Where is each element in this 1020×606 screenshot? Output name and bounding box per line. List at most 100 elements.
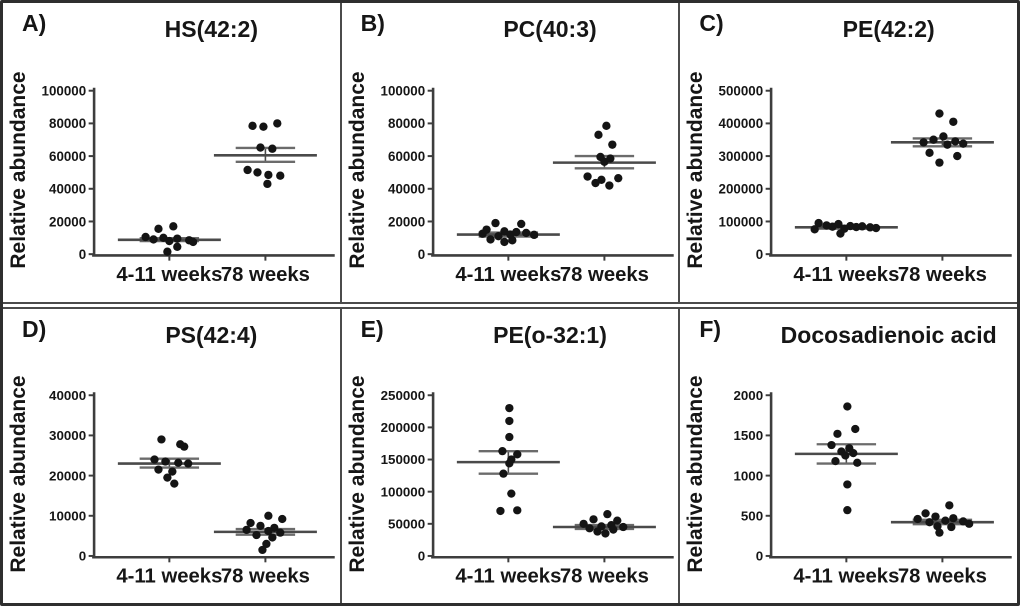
data-point (853, 458, 862, 467)
data-point (949, 514, 958, 523)
y-tick-label: 0 (79, 247, 86, 262)
data-point (604, 181, 614, 190)
data-point (925, 518, 935, 527)
data-point (506, 489, 516, 498)
data-point (851, 424, 860, 434)
y-tick-label: 100000 (380, 484, 425, 499)
y-tick-label: 0 (756, 549, 763, 564)
data-point (585, 524, 594, 533)
data-point (949, 117, 958, 126)
data-point (925, 148, 935, 158)
data-point (490, 218, 500, 228)
data-point (602, 510, 612, 519)
figure-row-bottom: D) PS(42:4) Relative abundance 0 10000 200… (3, 307, 1017, 603)
x-category-label: 78 weeks (898, 566, 987, 588)
x-category-label: 4-11 weeks (116, 566, 222, 588)
y-tick-label: 150000 (380, 452, 425, 467)
data-point (165, 236, 174, 246)
data-point (843, 480, 852, 489)
data-point (268, 144, 277, 153)
panel-title: PE(o-32:1) (493, 322, 607, 348)
data-point (583, 172, 592, 181)
data-point (810, 225, 820, 234)
x-category-label: 4-11 weeks (455, 264, 561, 286)
y-tick-label: 30000 (49, 428, 86, 443)
y-tick-label: 2000 (734, 388, 764, 403)
data-point (512, 450, 522, 459)
data-point (248, 121, 257, 131)
data-point (608, 525, 618, 534)
data-point (921, 509, 931, 518)
y-tick-label: 20000 (49, 214, 86, 229)
data-point (264, 170, 273, 180)
data-point (154, 224, 163, 234)
data-point (180, 442, 189, 451)
data-point (600, 529, 610, 538)
data-point (836, 229, 845, 238)
data-point (493, 231, 503, 241)
panel-letter: E) (360, 316, 384, 342)
scatter-plot: 0 20000 40000 60000 80000 100000 4-11 weeks78 … (42, 83, 335, 286)
data-point (613, 173, 623, 183)
y-tick-label: 80000 (49, 116, 86, 131)
data-point (273, 119, 282, 128)
y-tick-label: 100000 (380, 83, 425, 98)
y-tick-label: 0 (79, 549, 86, 564)
y-tick-label: 1500 (734, 428, 764, 443)
data-point (256, 143, 265, 152)
panel-d: D) PS(42:4) Relative abundance 0 10000 200… (3, 309, 342, 603)
data-point (499, 237, 509, 247)
data-point (163, 247, 172, 256)
x-category-label: 78 weeks (221, 264, 310, 286)
data-point (591, 178, 600, 188)
y-tick-label: 10000 (49, 509, 86, 524)
data-point (612, 516, 622, 525)
data-point (933, 522, 942, 531)
data-point (264, 511, 273, 520)
y-tick-label: 0 (756, 247, 763, 262)
data-point (168, 467, 177, 476)
data-point (592, 527, 602, 536)
y-tick-label: 100000 (42, 83, 87, 98)
data-point (607, 140, 617, 149)
panel-title: PC(40:3) (503, 16, 597, 42)
data-point (188, 237, 198, 247)
data-point (828, 222, 837, 231)
data-point (831, 457, 840, 466)
y-tick-label: 400000 (719, 116, 764, 131)
y-tick-label: 40000 (49, 182, 86, 197)
data-point (259, 122, 268, 131)
data-point (170, 479, 179, 488)
figure-row-top: A) HS(42:2) Relative abundance 0 20000 400… (3, 3, 1017, 304)
data-point (243, 165, 252, 175)
data-point (843, 402, 852, 411)
y-tick-label: 200000 (719, 182, 764, 197)
data-point (913, 514, 923, 524)
data-point (852, 222, 861, 232)
y-tick-label: 20000 (49, 468, 86, 483)
scatter-plot: 0 20000 40000 60000 80000 100000 4-11 weeks78 … (380, 83, 674, 286)
panel-e: E) PE(o-32:1) Relative abundance 0 50000 1… (341, 309, 681, 603)
data-point (943, 140, 952, 149)
data-point (263, 179, 272, 189)
panel-letter: C) (699, 10, 724, 36)
data-point (276, 528, 285, 537)
panel-letter: B) (360, 10, 385, 36)
data-point (141, 232, 150, 242)
data-point (504, 416, 514, 426)
data-point (599, 157, 609, 166)
y-tick-label: 500000 (719, 83, 764, 98)
data-point (173, 242, 182, 251)
data-point (965, 519, 974, 528)
y-tick-label: 20000 (388, 214, 425, 229)
data-point (478, 229, 487, 238)
y-tick-label: 1000 (734, 468, 764, 483)
data-point (497, 447, 507, 456)
x-category-label: 78 weeks (560, 264, 649, 286)
data-point (919, 138, 929, 147)
data-point (150, 455, 159, 464)
data-point (529, 230, 538, 240)
x-category-label: 4-11 weeks (794, 264, 900, 286)
data-point (827, 440, 837, 450)
data-point (833, 429, 842, 438)
